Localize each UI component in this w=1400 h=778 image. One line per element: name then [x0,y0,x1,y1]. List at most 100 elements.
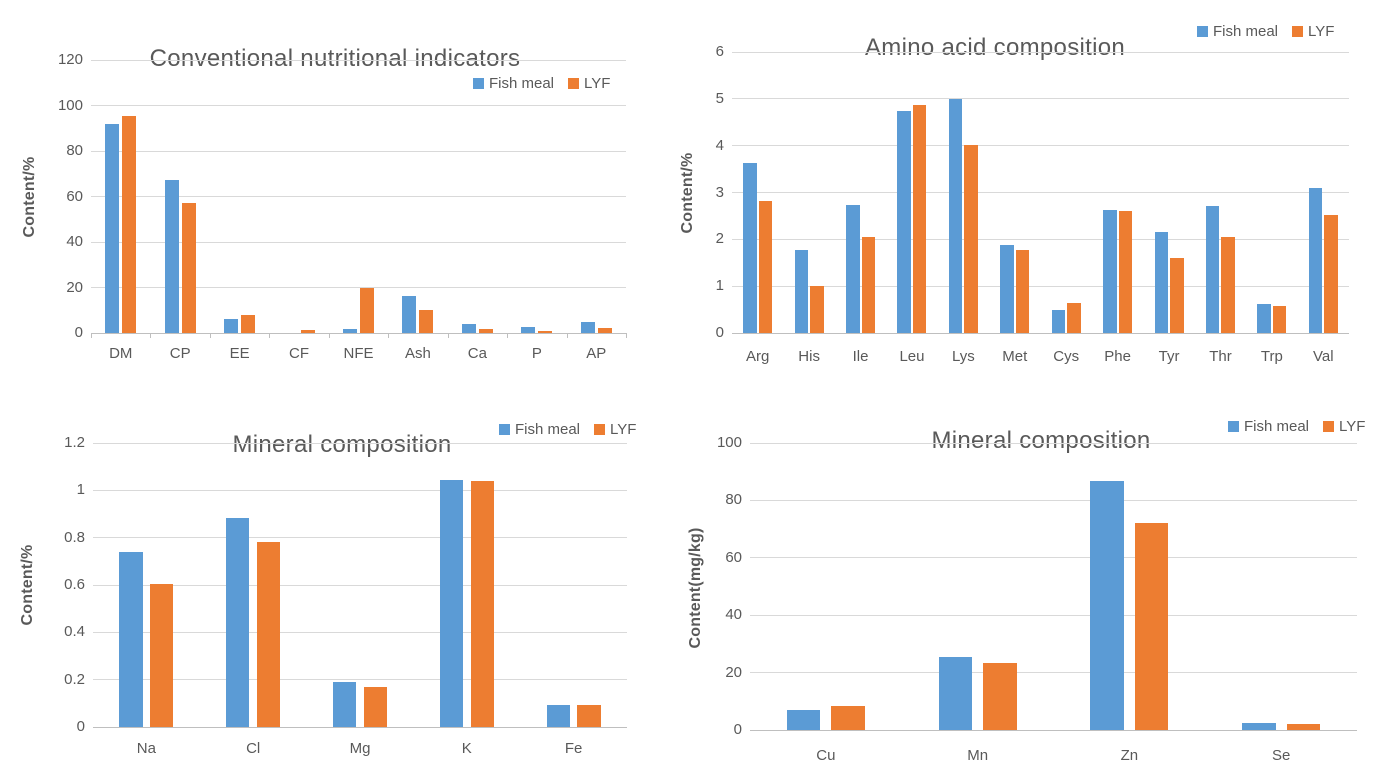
x-axis-tick [328,333,330,338]
bar-lyf [419,309,434,333]
bar-fish-meal [948,99,963,333]
x-category-label: His [798,348,820,365]
bar-fish-meal [333,682,357,727]
x-category-label: Fe [564,740,583,757]
bar-fish-meal [786,709,821,730]
legend-swatch-fish-meal [499,424,510,435]
bar-lyf [964,144,978,333]
bar-fish-meal [1090,481,1124,730]
bar-fish-meal [846,205,860,333]
y-tick-label: 2 [715,230,724,248]
x-category-label: Arg [746,348,770,365]
bar-fish-meal [105,123,120,333]
bar-lyf [1015,249,1030,333]
legend-item-fish-meal: Fish meal [473,75,554,92]
bar-lyf [983,663,1017,730]
x-category-label: Trp [1260,348,1283,365]
y-tick-label: 80 [725,491,742,509]
bar-lyf [597,327,612,333]
gridline [93,679,627,681]
gridline [732,238,1349,240]
x-axis-tick [209,333,211,338]
y-tick-label: 20 [66,278,83,296]
y-tick-label: 0 [733,721,742,738]
bar-lyf [1286,724,1321,730]
x-axis-tick [91,333,92,338]
legend-item-lyf: LYF [568,75,610,92]
gridline [93,631,627,633]
x-category-label: Ca [467,345,487,362]
legend-item-fish-meal: Fish meal [1228,418,1309,435]
x-category-label: Val [1312,348,1334,365]
x-category-label: Tyr [1158,348,1180,365]
gridline [91,241,626,243]
y-tick-label: 0 [76,718,85,735]
legend-label-lyf: LYF [610,421,637,438]
x-category-label: Ile [852,348,869,365]
x-category-label: Cys [1053,348,1080,365]
bar-lyf [478,328,493,333]
y-tick-label: 0.2 [64,670,85,688]
gridline [91,150,626,152]
x-category-label: Se [1271,747,1291,764]
x-category-label: Thr [1209,348,1232,365]
gridline [732,145,1349,147]
bar-lyf [300,330,315,333]
bar-fish-meal [119,551,143,727]
bar-fish-meal [1051,309,1066,333]
legend-label-lyf: LYF [1339,418,1366,435]
x-category-label: Phe [1104,348,1131,365]
y-tick-label: 1 [76,481,85,499]
bar-fish-meal [1308,187,1323,333]
bar-lyf [861,237,876,333]
gridline [732,51,1349,53]
gridline [91,59,626,61]
bar-lyf [1170,258,1184,333]
x-category-label: Zn [1120,747,1139,764]
chart-title: Amino acid composition [864,33,1126,61]
legend: Fish meal LYF [499,421,636,438]
y-tick-label: 80 [66,142,83,159]
plot-area: 0 20 40 60 80 100 Cu Mn Zn Se [717,434,1357,764]
gridline [750,557,1357,559]
bar-fish-meal [521,326,536,333]
gridline [93,442,627,444]
legend-item-lyf: LYF [1323,418,1365,435]
legend-item-lyf: LYF [594,421,636,438]
legend-swatch-lyf [594,424,606,435]
chart-title: Mineral composition [232,430,452,458]
bar-fish-meal [1000,244,1014,333]
legend-item-fish-meal: Fish meal [1197,23,1278,40]
x-axis-tick [626,333,627,338]
x-category-label: Leu [899,348,925,365]
bar-lyf [150,583,174,727]
x-axis-tick [388,333,390,338]
legend: Fish meal LYF [1197,23,1334,40]
y-tick-label: 100 [716,434,742,451]
y-tick-label: 100 [57,96,83,114]
y-tick-label: 0.8 [64,528,85,546]
chart-title: Mineral composition [931,426,1151,454]
x-category-label: Ash [405,345,431,362]
plot-area: 0 20 40 60 80 100 120 DM CP EE CF NFE Ash Ca P AP [58,51,627,362]
bar-fish-meal [461,324,476,333]
bar-lyf [256,542,281,727]
x-category-label: Lys [951,348,975,365]
y-tick-label: 1 [715,277,724,295]
legend-item-lyf: LYF [1292,23,1334,40]
legend-label-lyf: LYF [584,75,611,92]
bar-fish-meal [743,162,757,333]
x-axis-tick [447,333,449,338]
chart-title: Conventional nutritional indicators [149,44,521,72]
bar-lyf [181,202,196,333]
gridline [93,537,627,539]
bar-fish-meal [897,110,911,333]
legend-swatch-fish-meal [473,78,484,89]
x-category-label: NFE [343,345,374,362]
y-tick-label: 3 [715,183,724,201]
y-tick-label: 120 [57,51,83,68]
legend-swatch-fish-meal [1228,421,1239,432]
x-category-label: CF [289,345,310,362]
legend: Fish meal LYF [1228,418,1365,435]
